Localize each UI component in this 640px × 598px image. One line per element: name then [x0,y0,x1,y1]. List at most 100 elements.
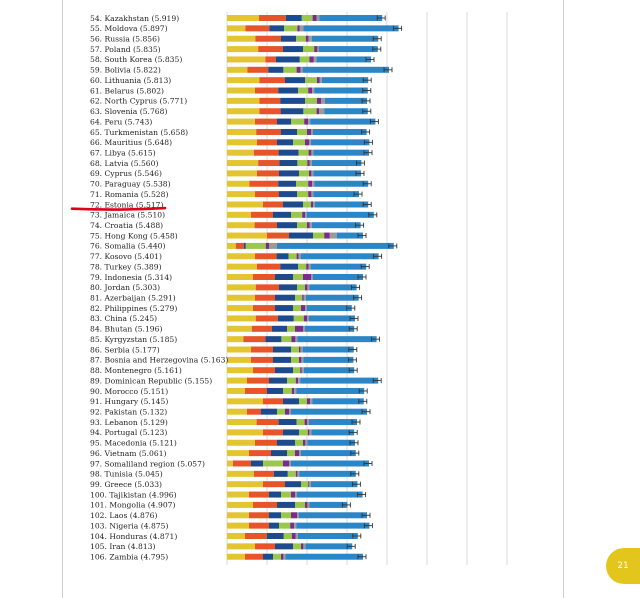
bar-segment [227,377,247,384]
bar-segment [275,294,295,301]
error-bar [351,284,361,290]
bar-segment [309,160,312,167]
country-label: 106. Zambia (4.795) [90,553,168,562]
bar-segment [303,25,399,32]
country-bar [227,139,370,146]
bar-segment [227,439,255,446]
bar-segment [316,108,319,115]
country-label: 103. Nigeria (4.875) [90,521,168,530]
country-bar [227,533,358,539]
error-bar [349,440,359,446]
country-bar [227,87,368,94]
error-bar [363,460,373,466]
bar-segment [305,211,307,218]
bar-segment [227,387,245,394]
country-label: 72. Estonia (5.517) [90,200,164,209]
bar-segment [249,450,271,457]
bar-segment [303,367,355,374]
bar-segment [227,108,260,115]
bar-segment [304,118,309,125]
bar-segment [283,66,297,73]
error-bar [348,326,358,332]
country-label: 65. Turkmenistan (5.658) [90,128,188,137]
bar-segment [297,191,309,198]
bar-segment [309,170,312,177]
bar-segment [314,87,368,94]
bar-segment [307,128,311,135]
country-label: 91. Hungary (5.145) [90,397,168,406]
bar-segment [300,66,303,73]
bar-segment [308,87,313,94]
bar-segment [293,315,304,322]
bar-segment [269,512,281,519]
bar-segment [291,387,295,394]
bar-segment [281,128,297,135]
error-bar [346,543,356,549]
country-label: 99. Greece (5.033) [90,480,162,489]
error-bar [362,88,372,94]
bar-segment [227,66,248,73]
bar-segment [291,491,295,498]
bar-segment [227,294,255,301]
country-label: 57. Poland (5.835) [90,45,161,54]
bar-segment [313,128,367,135]
error-bar [371,336,381,342]
bar-segment [227,533,245,539]
bar-segment [283,429,299,436]
chart-bars [227,15,403,560]
bar-segment [299,346,301,353]
bar-segment [263,429,283,436]
bar-segment [277,139,293,146]
country-label: 84. Bhutan (5.196) [90,325,162,334]
bar-segment [227,128,257,135]
bar-segment [297,533,358,539]
bar-segment [316,56,371,63]
country-bar [227,305,352,312]
country-bar [227,25,399,32]
error-bar [383,67,393,73]
bar-segment [309,284,357,291]
country-label: 60. Lithuania (5.813) [90,76,171,85]
bar-segment [324,108,368,115]
bar-segment [227,242,236,249]
bar-segment [253,149,279,156]
bar-segment [227,408,247,415]
error-bar [362,201,372,207]
error-bar [357,492,367,498]
bar-segment [275,56,300,63]
bar-segment [294,522,297,529]
bar-segment [311,429,355,436]
error-bar [372,46,382,52]
bar-segment [309,222,312,229]
bar-segment [269,25,285,32]
bar-segment [249,180,279,187]
error-bar [353,295,363,301]
bar-segment [303,274,311,280]
bar-segment [249,491,269,498]
bar-segment [299,25,304,32]
bar-segment [276,253,289,260]
bar-segment [277,118,291,125]
bar-segment [245,242,266,249]
bar-segment [253,274,275,280]
bar-segment [255,294,275,301]
bar-segment [278,87,299,94]
bar-segment [277,501,295,508]
country-bar [227,439,355,446]
bar-segment [288,253,297,260]
bar-segment [281,512,291,519]
bar-segment [263,553,273,560]
bar-segment [277,222,297,229]
error-bar [346,305,356,311]
country-label: 80. Jordan (5.303) [90,283,160,292]
bar-segment [302,66,389,73]
bar-segment [308,118,311,125]
bar-segment [311,128,313,135]
bar-segment [277,315,294,322]
bar-segment [291,336,296,343]
bar-segment [227,315,256,322]
bar-segment [319,108,325,115]
bar-segment [299,512,367,519]
error-bar [361,409,371,415]
bar-segment [299,170,309,177]
